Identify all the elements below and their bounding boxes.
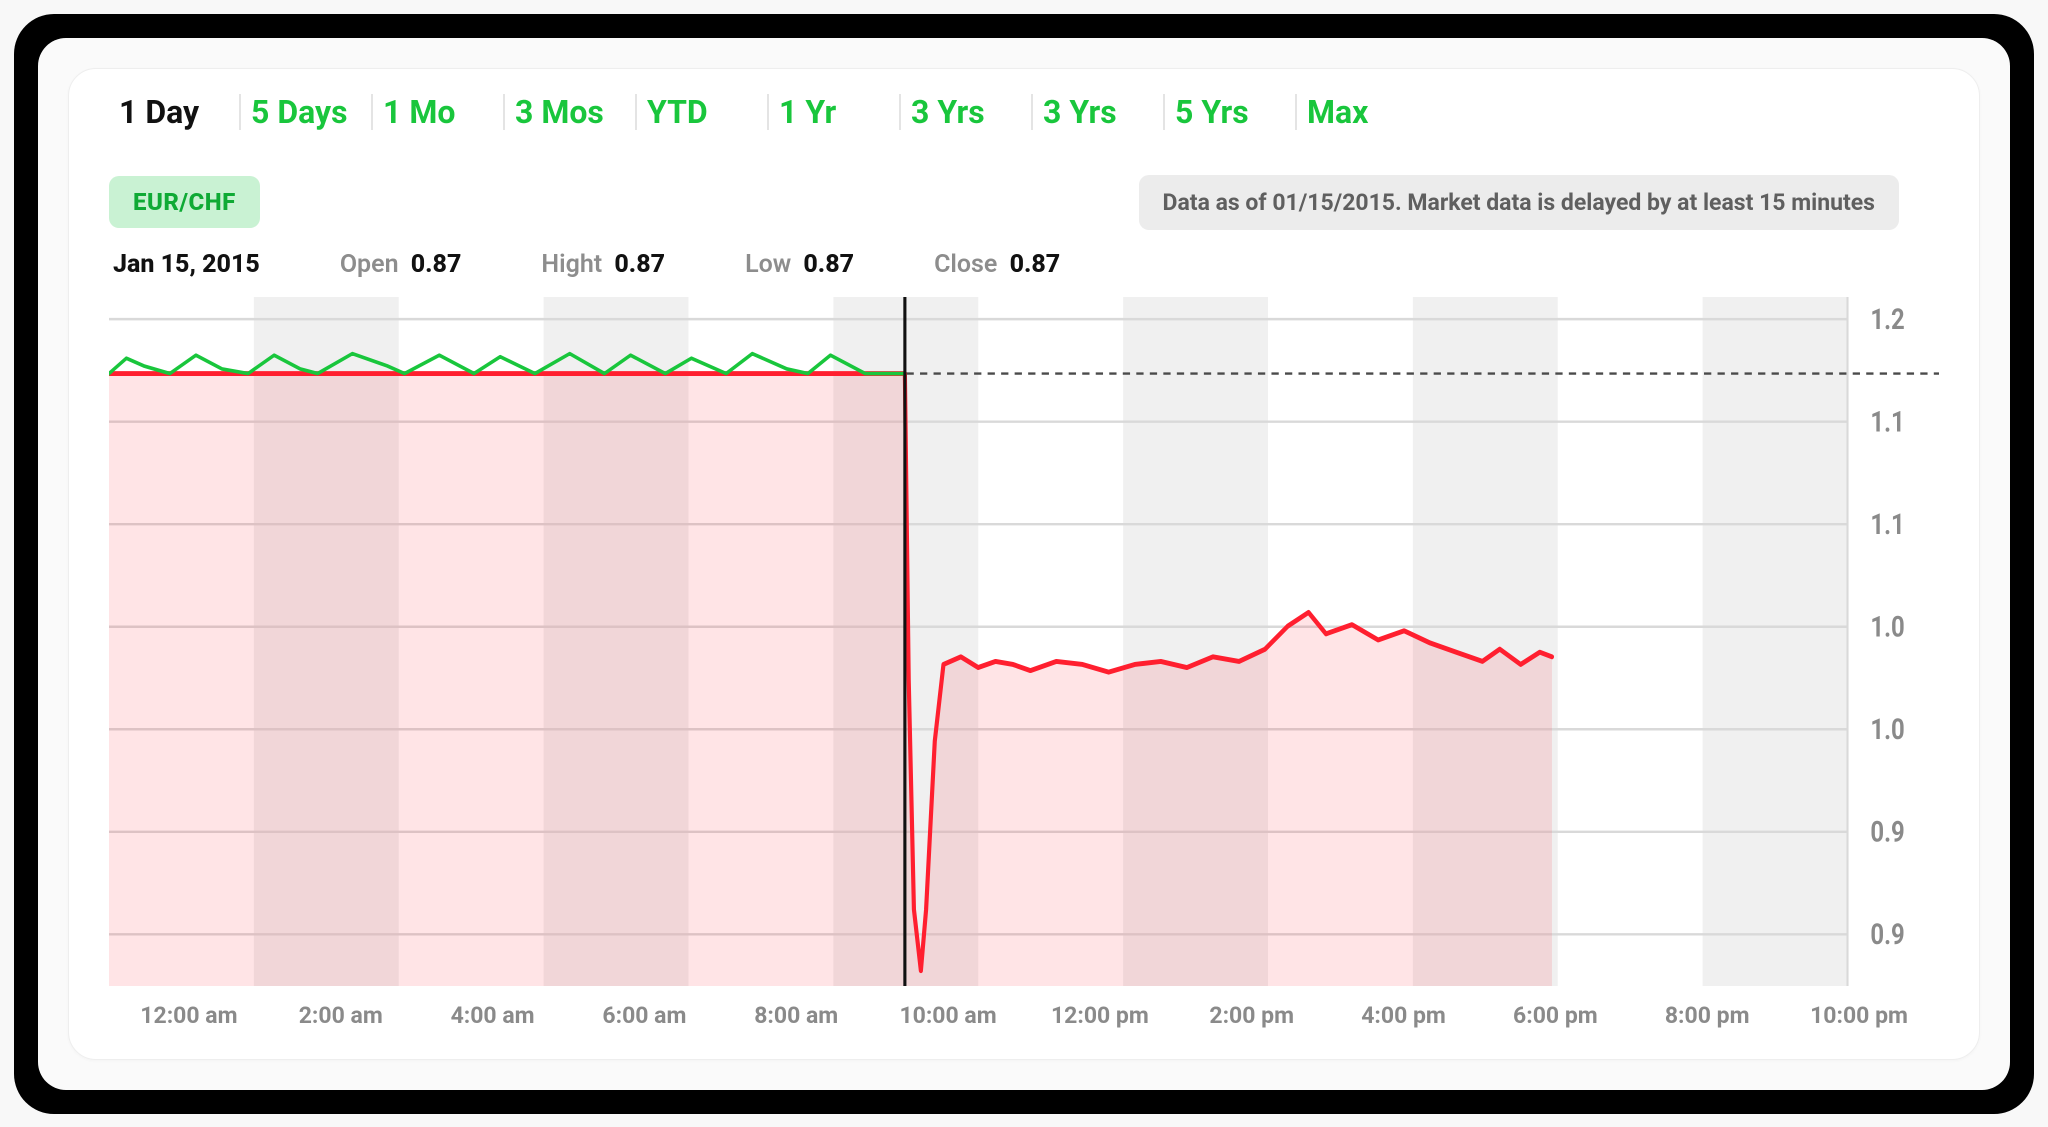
x-tick: 10:00 pm [1783,1002,1935,1029]
x-tick: 10:00 am [872,1002,1024,1029]
tab-max[interactable]: Max [1297,89,1427,135]
x-tick: 8:00 pm [1631,1002,1783,1029]
inner-frame: 1 Day5 Days1 Mo3 MosYTD1 Yr3 Yrs3 Yrs5 Y… [38,38,2010,1090]
x-tick: 2:00 am [265,1002,417,1029]
stat-low-value: 0.87 [803,250,854,279]
stat-close-label: Close [934,250,997,279]
data-delay-note: Data as of 01/15/2015. Market data is de… [1139,175,1899,230]
x-axis: 12:00 am2:00 am4:00 am6:00 am8:00 am10:0… [109,986,1939,1029]
chart-area: 1.21.11.11.01.00.90.9 12:00 am2:00 am4:0… [109,297,1939,1029]
timeframe-tabs: 1 Day5 Days1 Mo3 MosYTD1 Yr3 Yrs3 Yrs5 Y… [109,89,1939,153]
x-tick: 6:00 am [568,1002,720,1029]
stat-high-value: 0.87 [614,250,665,279]
stat-open-value: 0.87 [411,250,462,279]
tab-1-yr[interactable]: 1 Yr [769,89,899,135]
stat-open: Open 0.87 [340,250,462,279]
stat-low-label: Low [745,250,791,279]
svg-text:1.0: 1.0 [1870,714,1904,746]
svg-text:1.1: 1.1 [1870,509,1904,541]
tab-ytd[interactable]: YTD [637,89,767,135]
x-tick: 2:00 pm [1176,1002,1328,1029]
stat-open-label: Open [340,250,399,279]
svg-text:1.1: 1.1 [1870,406,1904,438]
x-tick: 4:00 pm [1328,1002,1480,1029]
svg-text:1.0: 1.0 [1870,611,1904,643]
stat-close: Close 0.87 [934,250,1060,279]
tab-5-days[interactable]: 5 Days [241,89,371,135]
outer-frame: 1 Day5 Days1 Mo3 MosYTD1 Yr3 Yrs3 Yrs5 Y… [14,14,2034,1114]
svg-text:0.9: 0.9 [1870,919,1904,951]
pair-badge: EUR/CHF [109,176,260,228]
stat-close-value: 0.87 [1010,250,1061,279]
tab-5-yrs[interactable]: 5 Yrs [1165,89,1295,135]
stat-high-label: Hight [541,250,602,279]
tab-1-mo[interactable]: 1 Mo [373,89,503,135]
tab-1-day[interactable]: 1 Day [109,89,239,135]
svg-text:1.2: 1.2 [1870,304,1904,336]
stat-date: Jan 15, 2015 [113,250,260,279]
x-tick: 6:00 pm [1479,1002,1631,1029]
ohlc-stats: Jan 15, 2015 Open 0.87 Hight 0.87 Low 0.… [109,250,1939,279]
x-tick: 4:00 am [417,1002,569,1029]
tab-3-yrs[interactable]: 3 Yrs [1033,89,1163,135]
price-chart[interactable]: 1.2 1.1 1.1 1.0 1.0 0.9 0.9 [109,297,1939,986]
tab-3-yrs[interactable]: 3 Yrs [901,89,1031,135]
x-tick: 12:00 am [113,1002,265,1029]
chart-card: 1 Day5 Days1 Mo3 MosYTD1 Yr3 Yrs3 Yrs5 Y… [68,68,1980,1060]
x-tick: 8:00 am [720,1002,872,1029]
x-tick: 12:00 pm [1024,1002,1176,1029]
tab-3-mos[interactable]: 3 Mos [505,89,635,135]
svg-text:0.9: 0.9 [1870,816,1904,848]
stat-high: Hight 0.87 [541,250,665,279]
chart-header: EUR/CHF Data as of 01/15/2015. Market da… [109,175,1939,230]
stat-low: Low 0.87 [745,250,854,279]
